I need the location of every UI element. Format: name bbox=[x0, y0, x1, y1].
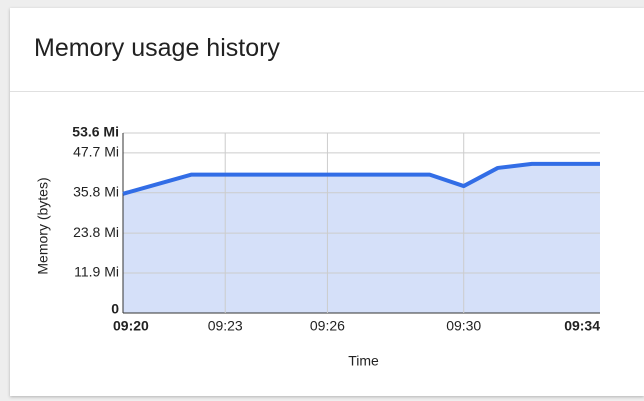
y-tick-label: 0 bbox=[111, 301, 119, 317]
area-fill bbox=[123, 163, 600, 313]
y-tick-label: 35.8 Mi bbox=[73, 183, 119, 199]
x-tick-label: 09:23 bbox=[208, 318, 243, 334]
x-tick-label: 09:20 bbox=[113, 318, 149, 334]
x-tick-label: 09:34 bbox=[564, 318, 600, 334]
y-tick-label: 23.8 Mi bbox=[73, 224, 119, 240]
x-tick-label: 09:30 bbox=[446, 318, 481, 334]
chart: 0 11.9 Mi 23.8 Mi 35.8 Mi 47.7 Mi 53.6 Mi 09:2… bbox=[35, 124, 601, 369]
y-axis-label: Memory (bytes) bbox=[35, 177, 51, 274]
y-tick-label: 53.6 Mi bbox=[72, 124, 119, 140]
card-title: Memory usage history bbox=[34, 34, 280, 62]
x-tick-label: 09:26 bbox=[310, 318, 345, 334]
separator bbox=[10, 91, 644, 92]
y-tick-label: 11.9 Mi bbox=[74, 264, 119, 280]
card: Memory usage history 0 11.9 Mi 23.8 Mi 35.8… bbox=[10, 8, 644, 396]
series-line bbox=[122, 161, 600, 196]
x-axis-label: Time bbox=[348, 353, 379, 369]
y-tick-label: 47.7 Mi bbox=[73, 144, 119, 160]
